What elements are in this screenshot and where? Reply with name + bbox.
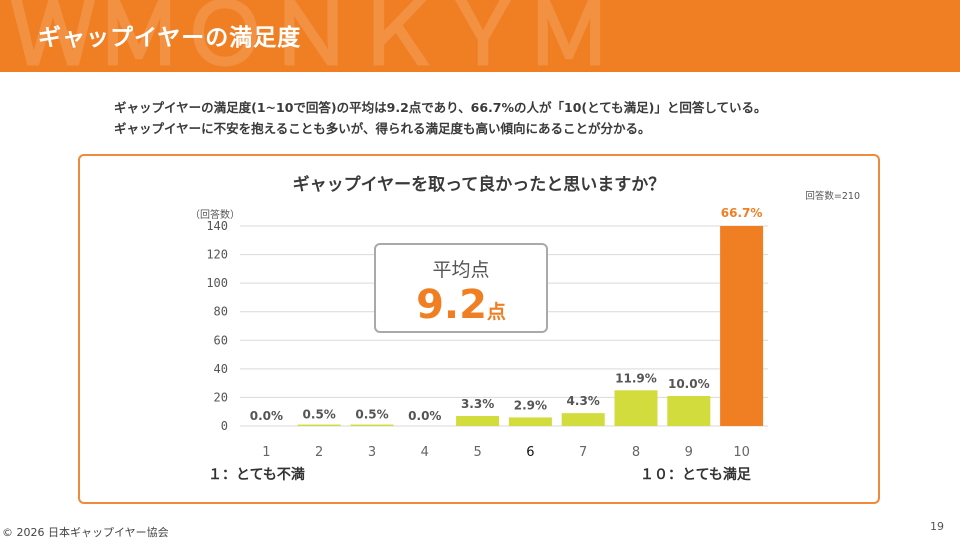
- bar-5: [456, 416, 500, 426]
- x-tick-label: 4: [421, 445, 429, 460]
- y-tick-label: 80: [214, 305, 228, 319]
- bar-6: [508, 417, 552, 426]
- data-label: 0.0%: [250, 409, 283, 423]
- bar-10: [720, 226, 764, 426]
- x-tick-label: 2: [315, 445, 323, 460]
- chart-panel: ギャップイヤーを取って良かったと思いますか？ 回答数=210 （回答数） 0 20 4…: [78, 154, 880, 504]
- data-label: 0.5%: [303, 408, 336, 422]
- y-tick-label: 40: [214, 362, 228, 376]
- summary-line-2: ギャップイヤーに不安を抱えることも多いが、得られる満足度も高い傾向にあることが分…: [114, 121, 651, 136]
- copyright: © 2026 日本ギャップイヤー協会: [2, 526, 169, 539]
- chart-title: ギャップイヤーを取って良かったと思いますか？: [292, 175, 666, 195]
- x-tick-label: 6: [526, 445, 534, 460]
- bar-9: [667, 396, 711, 426]
- y-tick-label: 0: [221, 419, 228, 433]
- summary-line-1: ギャップイヤーの満足度(1~10で回答)の平均は9.2点であり、66.7%の人が…: [114, 100, 767, 115]
- data-label: 2.9%: [514, 398, 547, 412]
- data-label: 0.0%: [408, 409, 441, 423]
- x-tick-label: 9: [685, 445, 693, 460]
- x-tick-label: 3: [368, 445, 376, 460]
- summary-text: ギャップイヤーの満足度(1~10で回答)の平均は9.2点であり、66.7%の人が…: [114, 97, 894, 139]
- y-tick-label: 120: [206, 248, 228, 262]
- average-value: 9.2: [416, 282, 487, 328]
- page-title: ギャップイヤーの満足度: [38, 25, 302, 51]
- x-tick-label: 10: [733, 445, 750, 460]
- y-tick-label: 100: [206, 276, 228, 290]
- y-tick-label: 140: [206, 219, 228, 233]
- data-label: 3.3%: [461, 397, 494, 411]
- average-score-box: 平均点 9.2点: [374, 243, 548, 333]
- x-tick-label: 1: [262, 445, 270, 460]
- y-tick-label: 60: [214, 333, 228, 347]
- average-unit: 点: [486, 301, 506, 323]
- bar-2: [297, 424, 341, 426]
- bar-3: [350, 424, 394, 426]
- x-tick-label: 7: [579, 445, 587, 460]
- sample-size-note: 回答数=210: [805, 191, 860, 202]
- scale-high-label: １０：とても満足: [640, 467, 751, 483]
- data-label: 4.3%: [567, 394, 600, 408]
- data-label: 11.9%: [615, 371, 657, 385]
- y-tick-label: 20: [214, 390, 228, 404]
- data-label: 66.7%: [721, 206, 763, 220]
- header-decoration: ＷＭＯＮＫＹＭ: [10, 0, 612, 72]
- average-label: 平均点: [432, 259, 490, 281]
- y-axis-label: （回答数）: [190, 208, 240, 221]
- x-tick-label: 8: [632, 445, 640, 460]
- data-label: 0.5%: [355, 408, 388, 422]
- x-tick-label: 5: [473, 445, 481, 460]
- bar-chart: （回答数） 0 20 40 60 80 100 120 140 1 2 3 4 5 6 7 8 9 10 0.0% 0…: [190, 206, 768, 460]
- scale-low-label: １：とても不満: [208, 467, 305, 483]
- page-number: 19: [930, 520, 944, 533]
- bar-8: [614, 390, 658, 426]
- header-banner: ＷＭＯＮＫＹＭ ギャップイヤーの満足度: [0, 0, 960, 72]
- bar-7: [561, 413, 605, 426]
- data-label: 10.0%: [668, 377, 710, 391]
